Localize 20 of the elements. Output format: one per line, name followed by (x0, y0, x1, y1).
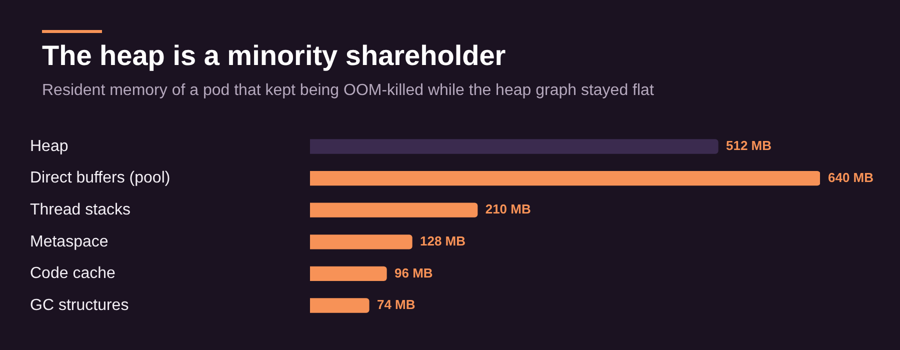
bar (310, 170, 820, 186)
bar (310, 139, 718, 154)
bar (310, 202, 478, 218)
bar (310, 298, 370, 313)
y-tick-label: Metaspace (30, 233, 108, 250)
data-label: 96 MB (394, 265, 433, 280)
y-tick-label: Direct buffers (pool) (30, 170, 170, 187)
data-label: 74 MB (376, 297, 416, 312)
bar (310, 266, 387, 282)
y-tick-label: GC structures (30, 296, 129, 314)
data-label: 640 MB (828, 170, 874, 185)
data-label: 210 MB (485, 202, 531, 217)
chart-subtitle: Resident memory of a pod that kept being OOM-killed while the heap graph stayed flat (42, 82, 654, 100)
y-tick-label: Heap (30, 138, 68, 155)
bar (310, 234, 412, 250)
data-label: 512 MB (726, 138, 772, 154)
y-tick-label: Code cache (30, 265, 116, 282)
data-label: 128 MB (420, 233, 466, 248)
chart-title: The heap is a minority shareholder (42, 40, 506, 72)
y-tick-label: Thread stacks (30, 202, 130, 219)
